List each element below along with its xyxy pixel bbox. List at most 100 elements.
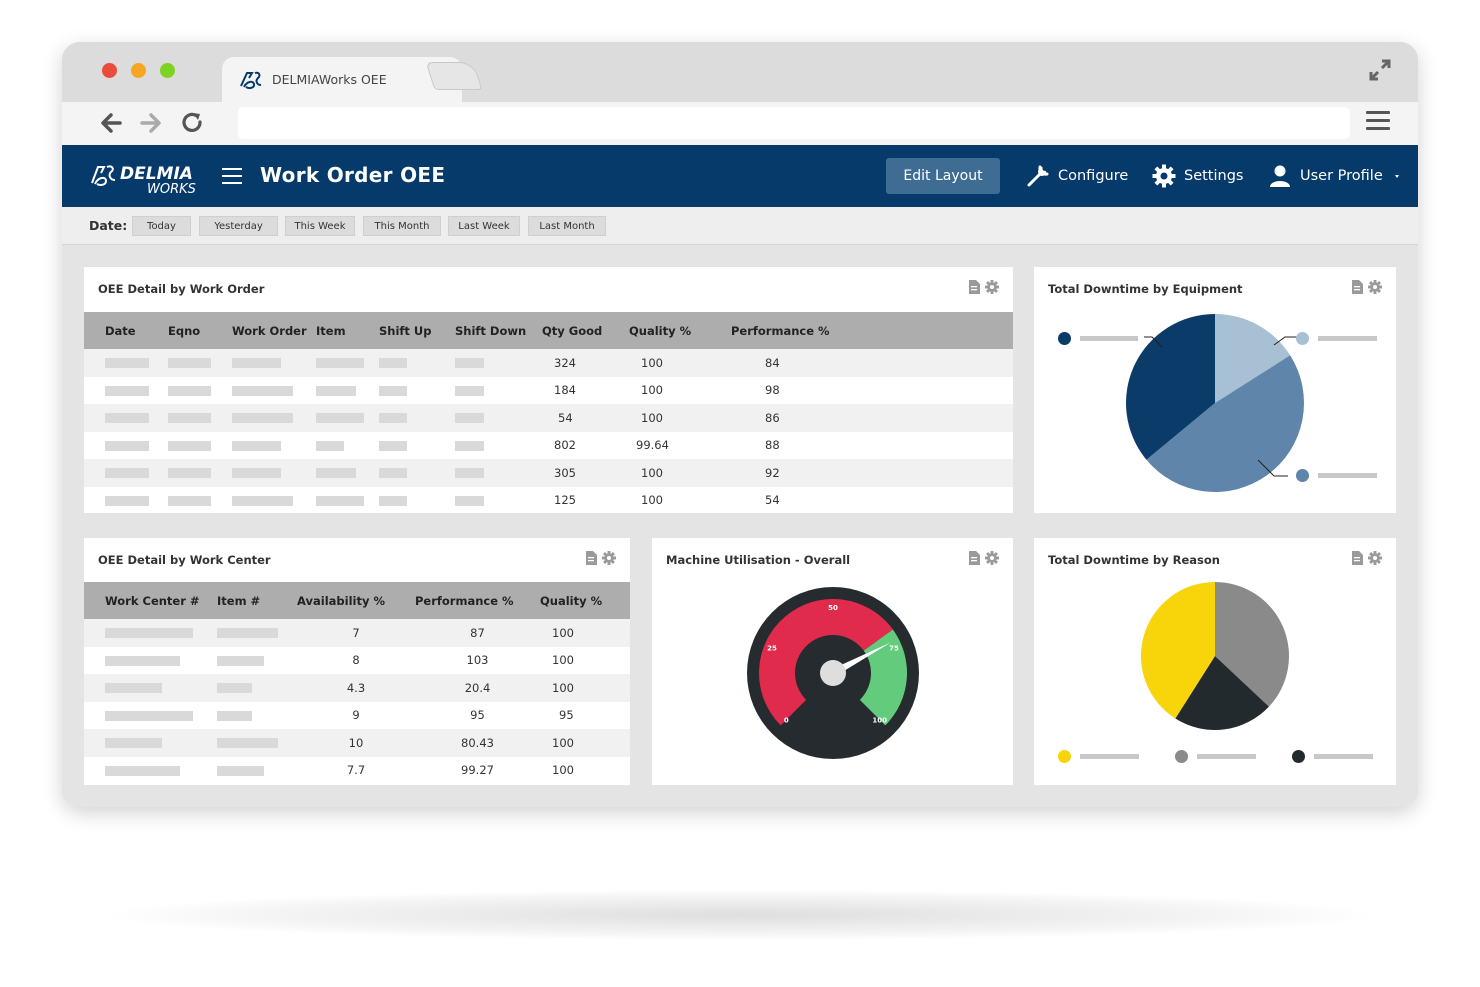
table-row[interactable]: 9 95 95 (84, 702, 630, 730)
wrench-icon (1027, 165, 1049, 187)
user-icon (1270, 165, 1290, 187)
quality-cell: 100 (629, 459, 731, 487)
settings-button[interactable]: Settings (1152, 163, 1243, 189)
column-header[interactable]: Eqno (168, 312, 232, 349)
gear-icon[interactable] (985, 551, 999, 565)
back-arrow-icon[interactable] (98, 110, 124, 136)
document-icon[interactable] (1352, 280, 1363, 294)
browser-menu-icon[interactable] (1366, 111, 1390, 133)
pie-slice[interactable] (1126, 314, 1215, 460)
user-profile-button[interactable]: User Profile (1268, 163, 1413, 189)
table-row[interactable]: 4.3 20.4 100 (84, 674, 630, 702)
legend-marker (1175, 750, 1188, 763)
pie-slice[interactable] (1146, 355, 1304, 492)
gear-icon[interactable] (1368, 551, 1382, 565)
column-header[interactable]: Work Center # (84, 582, 217, 619)
column-header[interactable]: Performance % (731, 312, 1013, 349)
pie-slice[interactable] (1215, 582, 1289, 707)
downtime-reason-chart (1141, 582, 1289, 730)
date-last-month-button[interactable]: Last Month (528, 216, 606, 236)
gauge-tick-label: 25 (767, 645, 777, 653)
table-header-row: Date Eqno Work Order Item Shift Up Shift… (84, 312, 1013, 349)
machine-utilisation-panel: Machine Utilisation - Overall 0 25 50 75 100 (652, 538, 1013, 785)
maximize-window-button[interactable] (160, 63, 175, 78)
panel-title: Total Downtime by Reason (1048, 553, 1220, 567)
table-row[interactable]: 125 100 54 (84, 487, 1013, 515)
column-header[interactable]: Shift Up (379, 312, 455, 349)
panel-title: Machine Utilisation - Overall (666, 553, 851, 567)
qty-good-cell: 324 (542, 349, 629, 377)
document-icon[interactable] (969, 551, 980, 565)
table-row[interactable]: 305 100 92 (84, 459, 1013, 487)
document-icon[interactable] (586, 551, 597, 565)
forward-arrow-icon[interactable] (138, 110, 164, 136)
gauge-tick-label: 0 (784, 717, 789, 725)
column-header[interactable]: Quality % (540, 582, 630, 619)
date-this-week-button[interactable]: This Week (285, 216, 355, 236)
gear-icon[interactable] (1368, 280, 1382, 294)
column-header[interactable]: Item (316, 312, 379, 349)
document-icon[interactable] (969, 280, 980, 294)
pie-slice[interactable] (1141, 582, 1215, 719)
legend-marker (1296, 469, 1309, 482)
performance-cell: 92 (731, 459, 1013, 487)
qty-good-cell: 184 (554, 383, 576, 398)
column-header[interactable]: Qty Good (542, 312, 629, 349)
pie-slice[interactable] (1175, 656, 1269, 730)
table-row[interactable]: 184 100 98 (84, 377, 1013, 405)
ds-logo-icon (240, 71, 262, 90)
column-header[interactable]: Availability % (297, 582, 415, 619)
column-header[interactable]: Work Order (232, 312, 316, 349)
new-tab-button[interactable] (425, 62, 483, 90)
quality-cell: 100 (540, 674, 630, 702)
column-header[interactable]: Shift Down (455, 312, 542, 349)
close-window-button[interactable] (102, 63, 117, 78)
legend-label-placeholder (1314, 754, 1373, 759)
table-row[interactable]: 802 99.64 88 (84, 432, 1013, 460)
legend-label-placeholder (1080, 754, 1139, 759)
date-yesterday-button[interactable]: Yesterday (199, 216, 278, 236)
expand-icon[interactable] (1368, 58, 1392, 82)
reload-icon[interactable] (179, 110, 205, 136)
table-header-row: Work Center # Item # Availability % Perf… (84, 582, 630, 619)
table-row[interactable]: 54 100 86 (84, 404, 1013, 432)
edit-layout-button[interactable]: Edit Layout (886, 158, 1000, 194)
oee-work-order-panel: OEE Detail by Work Order Date Eqno Work … (84, 267, 1013, 513)
gear-icon[interactable] (985, 280, 999, 294)
table-row[interactable]: 8 103 100 (84, 647, 630, 675)
quality-cell: 100 (540, 619, 630, 647)
gauge-hub (820, 660, 846, 686)
date-this-month-button[interactable]: This Month (363, 216, 441, 236)
configure-button[interactable]: Configure (1026, 163, 1128, 189)
table-row[interactable]: 10 80.43 100 (84, 729, 630, 757)
gear-icon[interactable] (602, 551, 616, 565)
gauge-needle (831, 642, 892, 677)
table-row[interactable]: 7 87 100 (84, 619, 630, 647)
browser-tab[interactable]: DELMIAWorks OEE (222, 57, 462, 102)
date-last-week-button[interactable]: Last Week (448, 216, 520, 236)
column-header[interactable]: Performance % (415, 582, 540, 619)
caret-down-icon (1394, 175, 1399, 178)
document-icon[interactable] (1352, 551, 1363, 565)
utilisation-gauge: 0 25 50 75 100 (747, 587, 919, 759)
pie-slice[interactable] (1215, 314, 1291, 403)
column-header[interactable]: Item # (217, 582, 297, 619)
column-header[interactable]: Quality % (629, 312, 731, 349)
availability-cell: 4.3 (297, 674, 415, 702)
availability-cell: 9 (352, 708, 360, 723)
minimize-window-button[interactable] (131, 63, 146, 78)
quality-cell: 100 (540, 729, 630, 757)
url-bar[interactable] (238, 107, 1350, 139)
qty-good-cell: 802 (554, 438, 576, 453)
table-row[interactable]: 7.7 99.27 100 (84, 757, 630, 785)
app-menu-icon[interactable] (222, 168, 242, 184)
oee-work-center-table: Work Center # Item # Availability % Perf… (84, 582, 630, 784)
user-profile-label: User Profile (1300, 168, 1383, 184)
settings-label: Settings (1184, 168, 1244, 184)
gauge-tick-label: 50 (828, 604, 838, 612)
table-row[interactable]: 324 100 84 (84, 349, 1013, 377)
date-today-button[interactable]: Today (132, 216, 191, 236)
leader-line (1273, 336, 1298, 346)
downtime-equipment-chart (1126, 314, 1304, 492)
column-header[interactable]: Date (84, 312, 168, 349)
